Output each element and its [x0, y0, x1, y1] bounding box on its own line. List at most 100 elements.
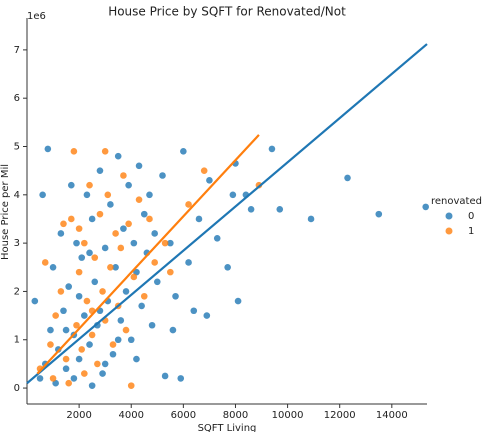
y-tick-label: 5	[14, 142, 20, 153]
point	[117, 317, 125, 324]
point	[117, 244, 125, 252]
point	[224, 263, 231, 271]
point	[200, 167, 208, 174]
point	[44, 145, 52, 153]
x-tick-label: 10000	[272, 410, 304, 421]
point	[78, 346, 86, 353]
point	[135, 162, 143, 170]
point	[73, 321, 80, 329]
point	[60, 307, 67, 315]
y-tick-label: 2	[14, 286, 20, 297]
point	[114, 336, 122, 344]
point	[39, 191, 46, 199]
point	[177, 375, 185, 382]
point	[41, 259, 49, 266]
point	[62, 326, 70, 334]
point	[190, 307, 198, 315]
point	[151, 230, 158, 237]
y-tick-label: 6	[14, 93, 20, 104]
point	[101, 244, 109, 252]
chart-title: House Price by SQFT for Renovated/Not	[108, 5, 346, 19]
point	[70, 375, 78, 382]
point	[153, 278, 161, 286]
y-offset-label: 1e6	[27, 11, 46, 22]
point	[86, 341, 93, 348]
x-axis-label: SQFT Living	[198, 423, 257, 432]
point	[125, 181, 132, 189]
point	[91, 278, 99, 286]
point	[36, 375, 44, 382]
point	[75, 355, 83, 363]
point	[169, 326, 177, 334]
point	[140, 292, 148, 300]
point	[234, 297, 242, 305]
point	[185, 259, 192, 266]
point	[307, 215, 315, 223]
point	[167, 239, 174, 247]
point	[94, 360, 101, 368]
legend-label: 0	[468, 211, 474, 222]
point	[122, 326, 130, 334]
point	[101, 148, 109, 155]
point	[86, 181, 93, 189]
point	[109, 350, 117, 358]
point	[127, 336, 135, 344]
point	[75, 292, 83, 300]
point	[122, 288, 130, 295]
point	[86, 249, 93, 257]
point	[159, 172, 166, 179]
x-tick-label: 14000	[376, 410, 408, 421]
point	[125, 220, 132, 228]
point	[213, 234, 221, 242]
point	[31, 297, 39, 305]
point	[62, 365, 70, 373]
point	[52, 312, 59, 319]
point	[120, 225, 127, 232]
x-tick-label: 2000	[66, 410, 91, 421]
point	[57, 230, 65, 237]
point	[185, 201, 192, 208]
point	[96, 210, 104, 218]
point	[148, 321, 156, 329]
point	[47, 341, 54, 348]
point	[83, 191, 91, 199]
point	[229, 191, 237, 199]
point	[140, 210, 148, 218]
y-tick-label: 3	[14, 238, 20, 249]
point	[109, 341, 117, 348]
x-tick-label: 6000	[171, 410, 196, 421]
point	[138, 302, 145, 310]
x-tick-label: 8000	[223, 410, 248, 421]
legend-label: 1	[468, 226, 474, 237]
point	[146, 191, 153, 199]
point	[65, 283, 72, 290]
legend-title: renovated	[431, 196, 482, 207]
point	[151, 259, 158, 266]
y-tick-label: 4	[14, 190, 20, 201]
point	[81, 239, 88, 247]
point	[73, 239, 80, 247]
point	[107, 201, 114, 208]
point	[180, 148, 187, 155]
point	[83, 297, 91, 305]
point	[75, 268, 83, 276]
point	[88, 382, 96, 389]
point	[127, 382, 135, 389]
point	[161, 239, 169, 247]
point	[130, 239, 138, 247]
point	[112, 230, 119, 237]
point	[62, 355, 70, 363]
point	[206, 177, 213, 184]
point	[135, 196, 143, 203]
point	[161, 372, 169, 380]
point	[133, 268, 140, 276]
y-tick-label: 0	[14, 383, 20, 394]
y-axis-label: House Price per Mil	[0, 164, 11, 260]
point	[422, 203, 429, 211]
point	[47, 326, 54, 334]
point	[60, 220, 67, 228]
point	[91, 254, 99, 261]
point	[195, 215, 203, 223]
regression-line	[26, 43, 428, 385]
point	[172, 292, 179, 300]
